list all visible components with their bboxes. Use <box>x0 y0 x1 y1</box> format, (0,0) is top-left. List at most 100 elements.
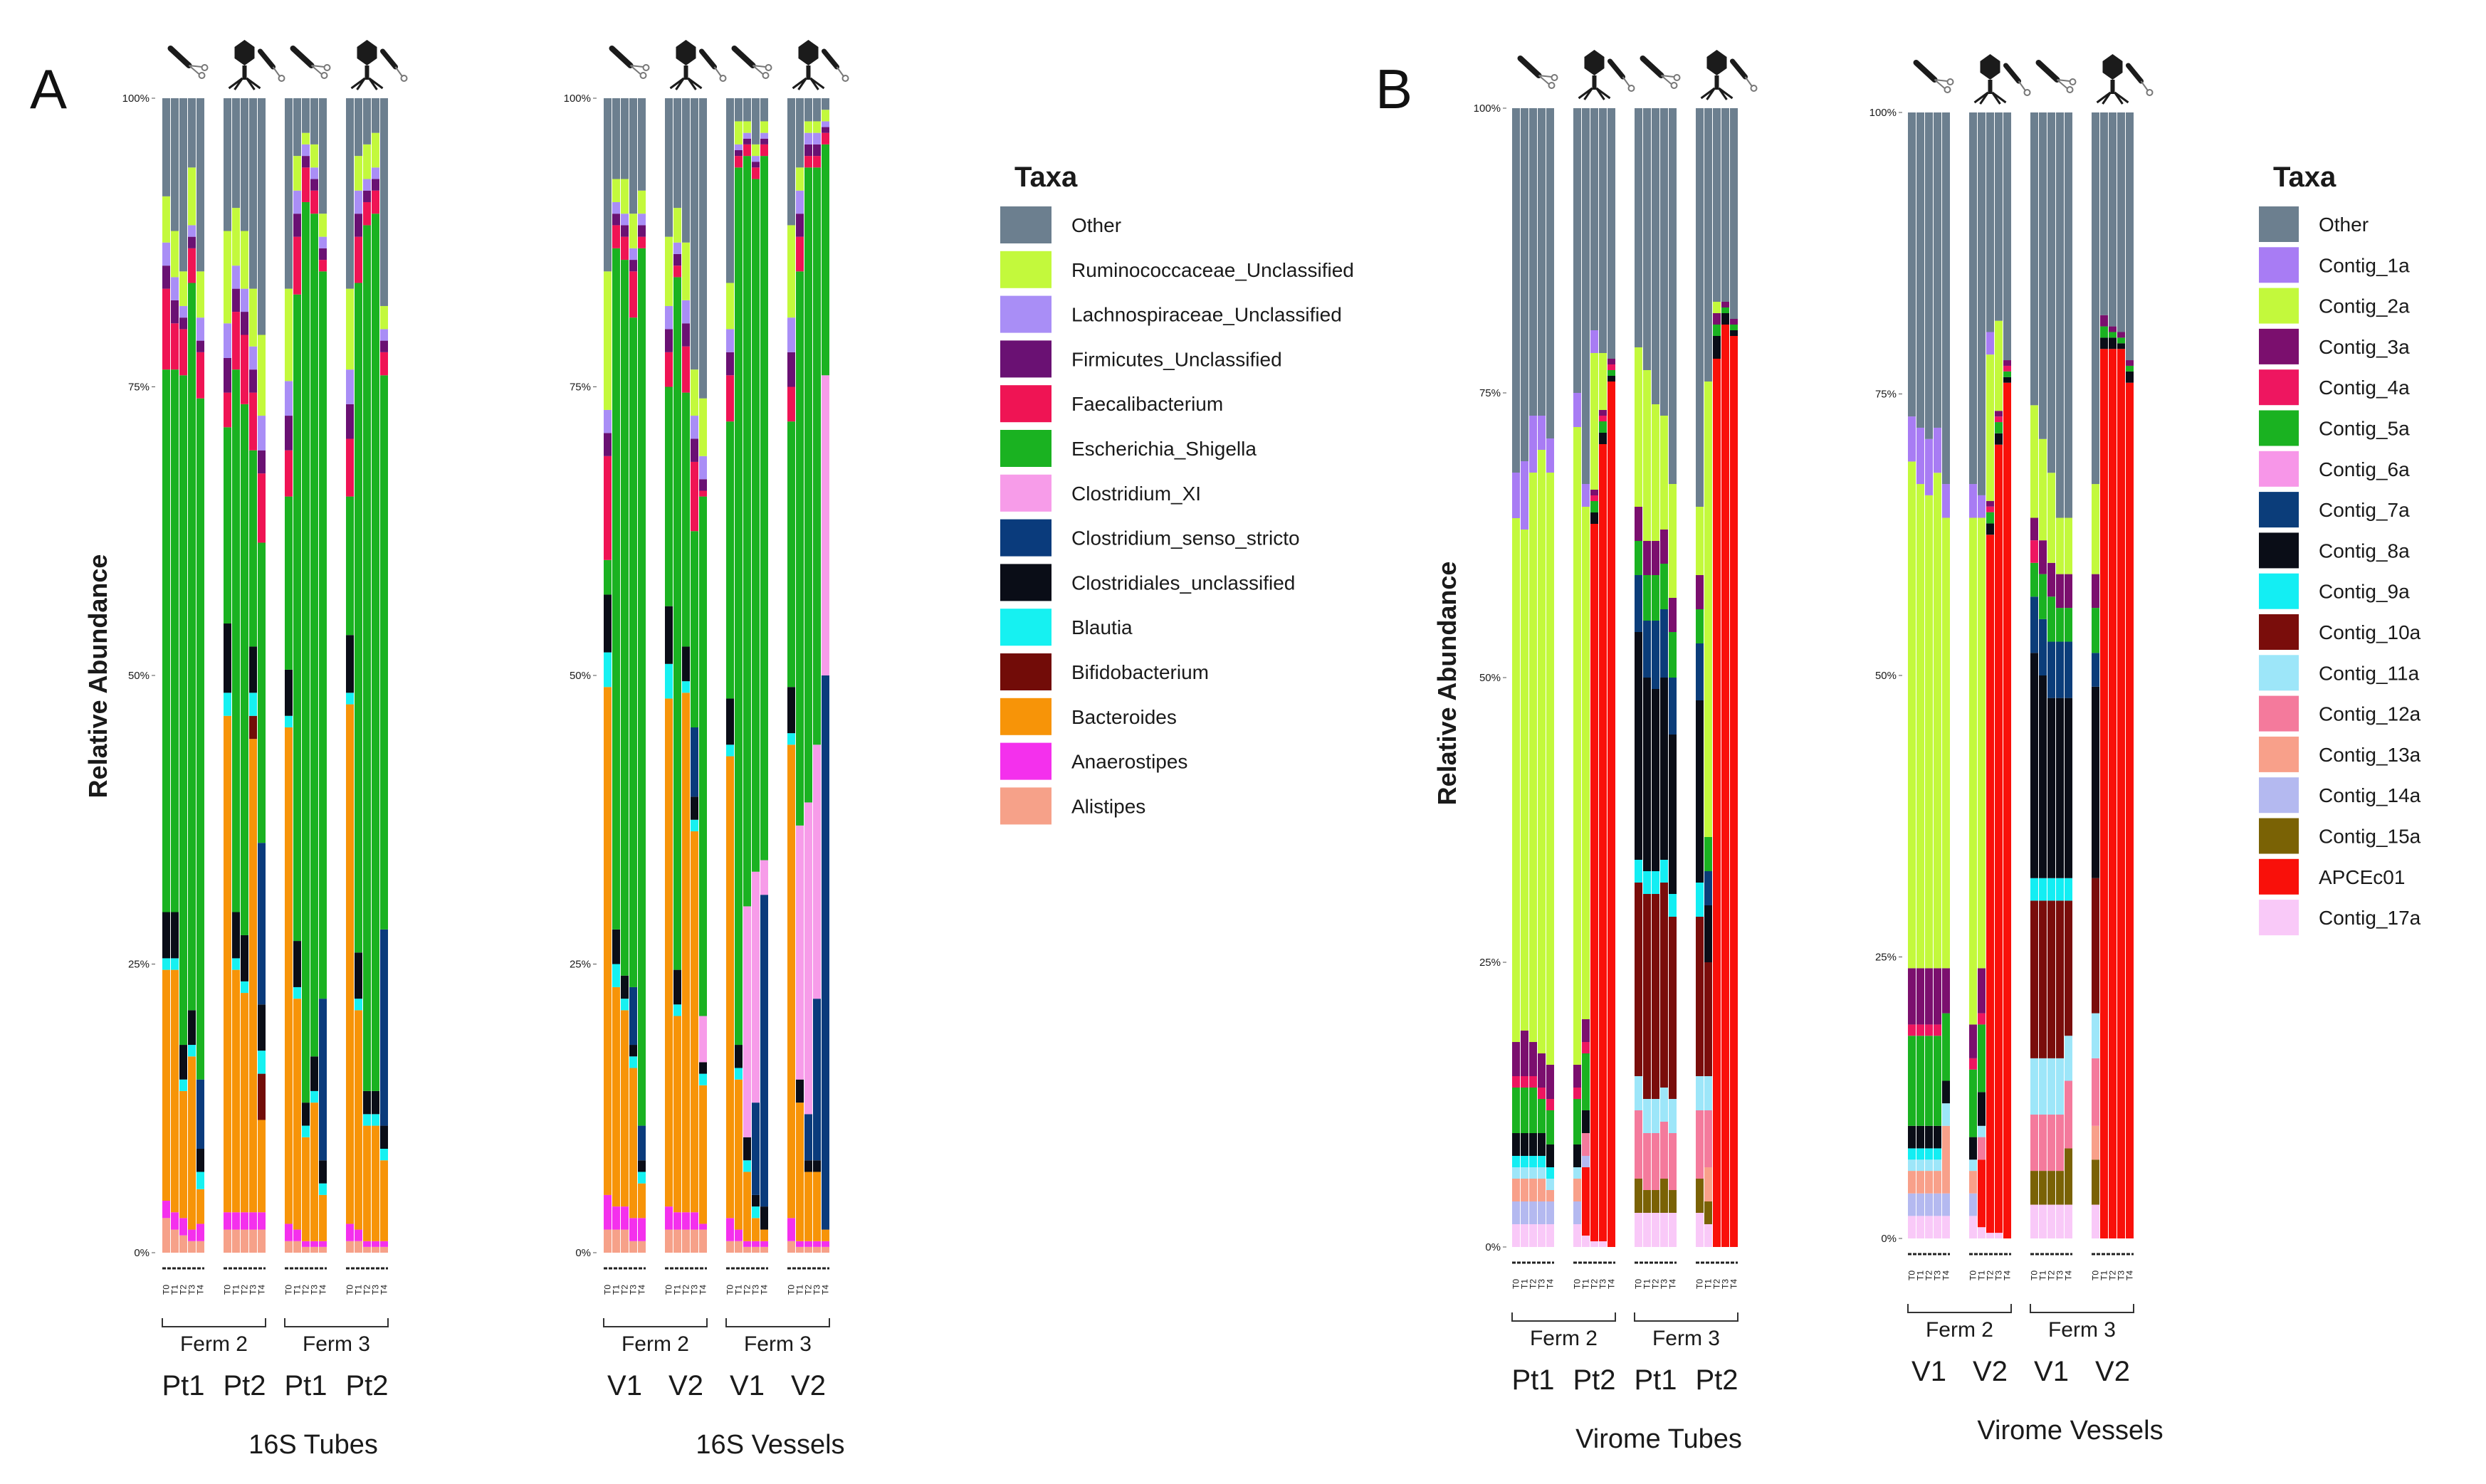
bar-segment-blautia <box>188 1045 196 1057</box>
legend-label: Clostridium_XI <box>1071 483 1201 505</box>
bar-segment-escherichia_shigella <box>699 496 707 1016</box>
bar-segment-lachnospiraceae_unclassified <box>787 317 795 352</box>
bar-segment-escherichia_shigella <box>787 421 795 688</box>
phage-leg <box>234 78 243 90</box>
bar-segment-bacteroides <box>752 1218 760 1241</box>
y-tick-label: 0% <box>575 1247 591 1259</box>
x-tick-label: T0 <box>1695 1279 1705 1289</box>
bar-segment-other <box>1582 108 1590 484</box>
bar-segment-contig_9a <box>1934 1148 1941 1160</box>
bar-segment-bacteroides <box>258 1120 266 1213</box>
bar-segment-contig_7a <box>1704 871 1712 905</box>
bar-segment-other <box>2126 112 2134 361</box>
bar-segment-contig_5a <box>2039 574 2047 619</box>
bar-segment-contig_17a <box>1986 1233 1994 1238</box>
bar-segment-other <box>1995 112 2003 321</box>
bar-segment-apcec01 <box>1978 1159 1986 1228</box>
bar-segment-contig_4a <box>1925 1024 1933 1036</box>
bar-segment-clostridium_xi <box>804 802 812 1115</box>
x-tick-label: T0 <box>664 1285 674 1295</box>
bar-segment-contig_7a <box>2039 619 2047 675</box>
bar-segment-lachnospiraceae_unclassified <box>796 190 804 214</box>
bar-segment-contig_9a <box>1546 1167 1554 1179</box>
scissors-ring <box>2146 89 2154 96</box>
bar-segment-contig_3a <box>2039 540 2047 574</box>
bar-segment-ruminococcaceae_unclassified <box>363 144 371 179</box>
bar-segment-lachnospiraceae_unclassified <box>363 179 371 191</box>
bar-segment-blautia <box>673 1004 681 1016</box>
bar-segment-blautia <box>285 715 293 727</box>
bar-segment-contig_11a <box>1546 1179 1554 1190</box>
bar-segment-bacteroides <box>196 1189 204 1224</box>
x-tick-label: T3 <box>1994 1270 2004 1280</box>
scissors-handle <box>2057 79 2070 82</box>
bar-segment-contig_8a <box>1978 1092 1986 1126</box>
bar-segment-clostridiales_unclassified <box>232 912 240 959</box>
legend-swatch <box>2259 614 2299 650</box>
bar-segment-other <box>629 98 637 214</box>
bar-segment-bacteroides <box>804 1172 812 1241</box>
bar-segment-lachnospiraceae_unclassified <box>171 277 179 300</box>
bar-segment-contig_3a <box>1521 1031 1528 1076</box>
legend-swatch <box>2259 655 2299 691</box>
bar-segment-contig_5a <box>1529 1088 1537 1133</box>
bar-segment-lachnospiraceae_unclassified <box>638 214 646 226</box>
bar-segment-escherichia_shigella <box>302 201 310 1103</box>
bar-segment-other <box>380 98 388 306</box>
bar-segment-clostridiales_unclassified <box>372 1090 379 1115</box>
bar-segment-contig_14a <box>1925 1193 1933 1216</box>
x-tick-label: T2 <box>1528 1279 1538 1289</box>
bar-segment-contig_4a <box>2030 540 2038 563</box>
bar-segment-contig_10a <box>2039 900 2047 1058</box>
bar-segment-clostridiales_unclassified <box>752 1194 760 1207</box>
scissors-icon <box>822 48 849 82</box>
bar-segment-other <box>604 98 612 272</box>
bar-segment-clostridiales_unclassified <box>787 687 795 734</box>
legend-item: Ruminococcaceae_Unclassified <box>1000 251 1354 288</box>
y-tick-label: 25% <box>128 959 150 971</box>
y-tick-label: 75% <box>570 381 591 394</box>
bar-segment-contig_12a <box>1696 1110 1704 1179</box>
legend-swatch <box>2259 573 2299 609</box>
bar-segment-escherichia_shigella <box>310 214 318 1057</box>
bar-segment-contig_1a <box>1978 495 1986 518</box>
bar-segment-clostridiales_unclassified <box>293 941 301 987</box>
bar-segment-contig_2a <box>1538 450 1546 1053</box>
legend-label: Clostridiales_unclassified <box>1071 572 1295 594</box>
bar-segment-firmicutes_unclassified <box>699 479 707 491</box>
legend-swatch <box>2259 410 2299 446</box>
bar-segment-contig_8a <box>1721 313 1729 325</box>
bar-segment-contig_3a <box>1635 507 1642 541</box>
legend-item: Contig_13a <box>2259 736 2421 772</box>
x-tick-label: T1 <box>1520 1279 1530 1289</box>
bar-segment-alistipes <box>380 1246 388 1253</box>
legend-swatch <box>2259 288 2299 324</box>
bar-segment-bacteroides <box>355 1010 362 1230</box>
legend-swatch <box>2259 328 2299 364</box>
group-label: V1 <box>730 1370 765 1401</box>
phage-icon <box>1973 54 2031 105</box>
legend-item: Contig_6a <box>2259 451 2410 487</box>
bar-segment-lachnospiraceae_unclassified <box>760 132 768 139</box>
bar-segment-bacteroides <box>162 969 170 1201</box>
bar-segment-clostridiales_unclassified <box>249 646 257 693</box>
legend-label: APCEc01 <box>2319 866 2405 888</box>
bar-segment-contig_9a <box>1529 1156 1537 1167</box>
ferm-label: Ferm 3 <box>303 1332 370 1356</box>
bar-segment-faecalibacterium <box>355 236 362 283</box>
phage-head <box>676 40 696 65</box>
bar-segment-contig_8a <box>1590 512 1598 524</box>
bar-segment-bacteroides <box>363 1125 371 1241</box>
x-tick-label: T3 <box>310 1285 320 1295</box>
group-label: V1 <box>2034 1356 2069 1387</box>
bar-segment-contig_8a <box>1730 330 1738 336</box>
bar-segment-contig_11a <box>1660 1088 1668 1122</box>
legend-swatch <box>2259 736 2299 772</box>
bar-segment-other <box>682 98 690 243</box>
bar-segment-bacteroides <box>621 1010 629 1207</box>
bar-segment-contig_3a <box>1925 968 1933 1025</box>
bar-segment-contig_17a <box>1573 1224 1581 1247</box>
bar-segment-lachnospiraceae_unclassified <box>673 242 681 254</box>
legend-label: Contig_17a <box>2319 907 2421 929</box>
bar-segment-blautia <box>249 693 257 716</box>
